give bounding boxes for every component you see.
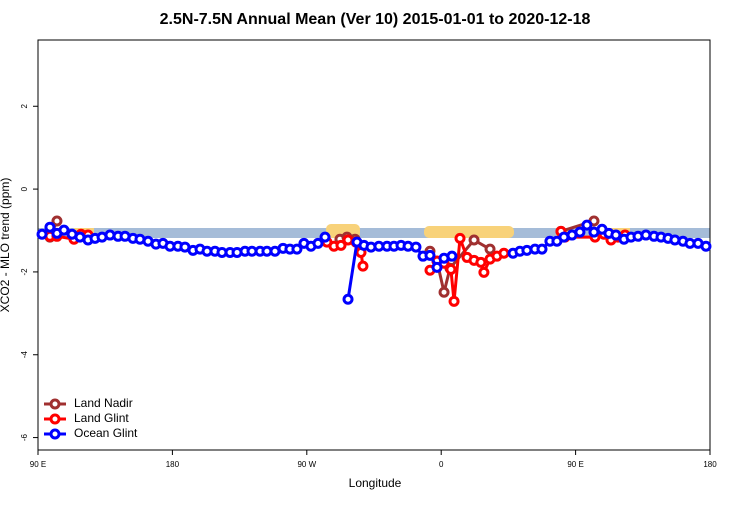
data-point bbox=[448, 295, 460, 307]
x-tick-label: 180 bbox=[703, 460, 717, 469]
series bbox=[36, 219, 712, 305]
y-tick-label: 0 bbox=[20, 186, 29, 191]
data-point bbox=[454, 232, 466, 244]
data-point bbox=[36, 228, 48, 240]
chart-title: 2.5N-7.5N Annual Mean (Ver 10) 2015-01-0… bbox=[160, 11, 591, 28]
x-axis-label: Longitude bbox=[349, 476, 402, 490]
data-point bbox=[58, 224, 70, 236]
data-point bbox=[431, 261, 443, 273]
y-axis-label: XCO2 - MLO trend (ppm) bbox=[0, 178, 12, 313]
data-point bbox=[610, 229, 622, 241]
data-point bbox=[51, 215, 63, 227]
data-point bbox=[44, 221, 56, 233]
data-point bbox=[581, 219, 593, 231]
y-tick-label: 2 bbox=[20, 103, 29, 108]
data-point bbox=[445, 263, 457, 275]
legend-marker bbox=[49, 428, 61, 440]
legend-label: Land Nadir bbox=[74, 396, 133, 410]
data-point bbox=[335, 239, 347, 251]
land-band bbox=[424, 226, 514, 238]
legend-marker bbox=[49, 398, 61, 410]
legend-label: Land Glint bbox=[74, 411, 129, 425]
data-point bbox=[438, 286, 450, 298]
data-point bbox=[410, 241, 422, 253]
data-point bbox=[484, 243, 496, 255]
x-tick-label: 0 bbox=[439, 460, 444, 469]
x-tick-label: 90 W bbox=[297, 460, 316, 469]
x-tick-label: 180 bbox=[166, 460, 180, 469]
data-point bbox=[424, 249, 436, 261]
data-point bbox=[357, 260, 369, 272]
x-tick-label: 90 E bbox=[567, 460, 583, 469]
y-tick-label: -2 bbox=[20, 268, 29, 276]
data-point bbox=[446, 250, 458, 262]
data-point bbox=[342, 293, 354, 305]
legend-marker bbox=[49, 413, 61, 425]
data-point bbox=[700, 240, 712, 252]
data-point bbox=[312, 237, 324, 249]
data-point bbox=[478, 266, 490, 278]
data-point bbox=[536, 243, 548, 255]
ocean-band bbox=[38, 228, 710, 238]
x-tick-label: 90 E bbox=[30, 460, 46, 469]
data-point bbox=[498, 247, 510, 259]
data-point bbox=[468, 234, 480, 246]
y-tick-label: -4 bbox=[20, 351, 29, 359]
y-tick-label: -6 bbox=[20, 433, 29, 441]
data-point bbox=[291, 243, 303, 255]
data-point bbox=[475, 256, 487, 268]
data-point bbox=[319, 231, 331, 243]
legend-label: Ocean Glint bbox=[74, 426, 138, 440]
data-point bbox=[574, 226, 586, 238]
